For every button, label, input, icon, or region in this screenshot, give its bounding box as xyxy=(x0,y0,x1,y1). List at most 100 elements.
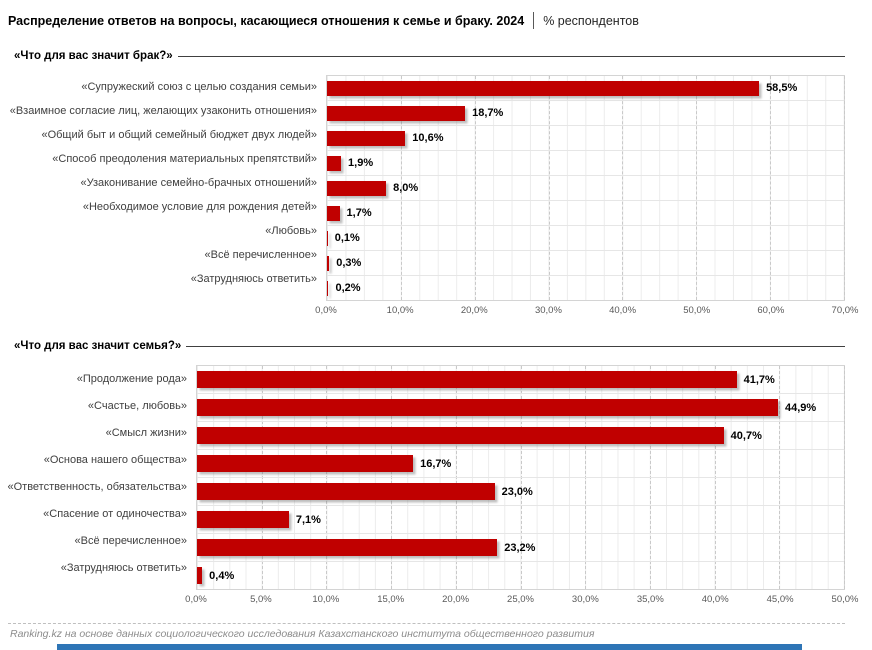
major-gridline xyxy=(844,76,845,300)
category-label: «Супружеский союз с целью создания семьи… xyxy=(81,81,317,93)
major-gridline xyxy=(696,76,698,300)
bar-chart: «Супружеский союз с целью создания семьи… xyxy=(8,75,845,301)
x-axis-tick: 30,0% xyxy=(534,305,562,316)
axis-ticks: 0,0% 10,0% 20,0% 30,0% 40,0% 50,0% 60,0% 70,0% xyxy=(315,301,858,319)
category-label: «Всё перечисленное» xyxy=(204,249,318,261)
x-axis-tick: 35,0% xyxy=(636,594,664,605)
title-text: Распределение ответов на вопросы, касающ… xyxy=(8,13,525,28)
chart-row: 23,2% xyxy=(197,534,844,562)
chart-row: 18,7% xyxy=(327,101,844,126)
x-axis-tick: 60,0% xyxy=(757,305,785,316)
bar xyxy=(327,280,329,296)
chart-row: 40,7% xyxy=(197,422,844,450)
category-labels-column: «Супружеский союз с целью создания семьи… xyxy=(8,75,326,301)
x-axis-tick: 15,0% xyxy=(377,594,405,605)
bar xyxy=(197,511,289,528)
category-label: «Основа нашего общества» xyxy=(43,453,187,466)
major-gridline xyxy=(400,76,402,300)
axis-spacer xyxy=(8,301,326,319)
bar xyxy=(327,230,328,246)
major-gridline xyxy=(548,76,550,300)
title-divider xyxy=(533,12,535,29)
plot-area: 41,7% 44,9% 40,7% 16,7% 23,0% 7,1% 23,2% 0,4% xyxy=(196,365,845,590)
bar xyxy=(327,105,466,121)
x-axis-tick: 0,0% xyxy=(315,305,337,316)
bar xyxy=(197,455,414,472)
bar xyxy=(327,255,330,271)
value-label: 58,5% xyxy=(766,82,798,94)
bar xyxy=(197,427,724,444)
axis-ticks: 0,0% 5,0% 10,0% 15,0% 20,0% 25,0% 30,0% 35,0% 40… xyxy=(185,590,858,608)
title-units: % респондентов xyxy=(543,13,639,28)
value-label: 16,7% xyxy=(420,457,452,470)
x-axis: 0,0% 10,0% 20,0% 30,0% 40,0% 50,0% 60,0% 70,0% xyxy=(8,301,858,319)
x-axis-tick: 20,0% xyxy=(442,594,470,605)
axis-spacer xyxy=(8,590,196,608)
category-label: «Смысл жизни» xyxy=(105,426,187,439)
chart-row: 23,0% xyxy=(197,478,844,506)
bar xyxy=(327,155,342,171)
chart-row: 7,1% xyxy=(197,506,844,534)
section-rule xyxy=(186,345,845,347)
bar xyxy=(197,399,778,416)
category-label: «Всё перечисленное» xyxy=(74,534,188,547)
value-label: 0,3% xyxy=(336,257,362,269)
x-axis-tick: 5,0% xyxy=(250,594,272,605)
footer-accent-bar xyxy=(57,644,802,650)
x-axis-tick: 0,0% xyxy=(185,594,207,605)
chart-row: 0,3% xyxy=(327,251,844,276)
chart-row: 10,6% xyxy=(327,126,844,151)
chart-row: 44,9% xyxy=(197,394,844,422)
bar xyxy=(327,130,406,146)
category-label: «Способ преодоления материальных препятс… xyxy=(52,153,317,165)
chart-row: 0,1% xyxy=(327,226,844,251)
value-label: 0,2% xyxy=(335,282,361,294)
x-axis-tick: 30,0% xyxy=(571,594,599,605)
bar xyxy=(327,80,760,96)
chart-row: 8,0% xyxy=(327,176,844,201)
chart-row: 1,7% xyxy=(327,201,844,226)
value-label: 1,9% xyxy=(348,157,374,169)
category-labels-column: «Продолжение рода» «Счастье, любовь» «Смыс… xyxy=(8,365,196,590)
value-label: 7,1% xyxy=(295,513,321,526)
section-rule xyxy=(177,55,845,57)
x-axis-tick: 50,0% xyxy=(683,305,711,316)
chart-marriage: «Что для вас значит брак?» «Супружеский … xyxy=(8,50,859,319)
footer-divider xyxy=(8,623,845,624)
chart-section-title: «Что для вас значит семья?» xyxy=(14,340,182,352)
category-label: «Счастье, любовь» xyxy=(87,399,187,412)
chart-row: 1,9% xyxy=(327,151,844,176)
source-note: Ranking.kz на основе данных социологичес… xyxy=(10,628,595,640)
x-axis-tick: 20,0% xyxy=(460,305,488,316)
category-label: «Необходимое условие для рождения детей» xyxy=(82,201,317,213)
chart-row: 41,7% xyxy=(197,366,844,394)
bar xyxy=(327,180,387,196)
page-header: Распределение ответов на вопросы, касающ… xyxy=(8,12,845,29)
bar xyxy=(327,205,340,221)
bar xyxy=(197,371,737,388)
x-axis: 0,0% 5,0% 10,0% 15,0% 20,0% 25,0% 30,0% 35,0% 40… xyxy=(8,590,858,608)
bar xyxy=(197,539,498,556)
value-label: 10,6% xyxy=(412,132,444,144)
section-header-family: «Что для вас значит семья?» xyxy=(14,340,845,352)
value-label: 0,4% xyxy=(209,569,235,582)
chart-row: 58,5% xyxy=(327,76,844,101)
category-label: «Любовь» xyxy=(265,225,317,237)
x-axis-tick: 70,0% xyxy=(831,305,859,316)
value-label: 23,0% xyxy=(501,485,533,498)
category-label: «Узаконивание семейно-брачных отношений» xyxy=(80,177,317,189)
plot-area: 58,5% 18,7% 10,6% 1,9% 8,0% 1,7% 0,1% 0,3% 0,2% xyxy=(326,75,845,301)
category-label: «Взаимное согласие лиц, желающих узакони… xyxy=(9,105,317,117)
x-axis-tick: 40,0% xyxy=(609,305,637,316)
x-axis-tick: 50,0% xyxy=(831,594,859,605)
value-label: 18,7% xyxy=(472,107,504,119)
chart-family: «Что для вас значит семья?» «Продолжение… xyxy=(8,340,859,608)
chart-row: 16,7% xyxy=(197,450,844,478)
section-header-marriage: «Что для вас значит брак?» xyxy=(14,50,845,62)
value-label: 0,1% xyxy=(334,232,360,244)
bar xyxy=(197,483,495,500)
value-label: 1,7% xyxy=(346,207,372,219)
x-axis-tick: 40,0% xyxy=(701,594,729,605)
x-axis-tick: 45,0% xyxy=(766,594,794,605)
